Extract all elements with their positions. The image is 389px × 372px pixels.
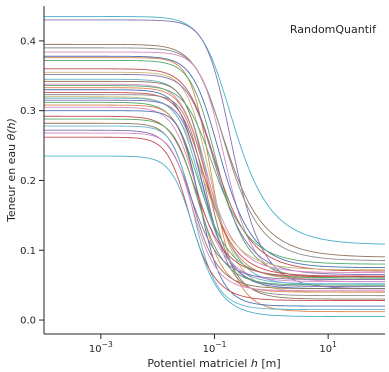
series-line-2 — [44, 19, 386, 289]
x-axis-label-text: Potentiel matriciel — [147, 357, 251, 370]
series-line-29 — [44, 122, 385, 290]
x-axis-label-variable: h — [251, 357, 258, 370]
series-line-30 — [44, 125, 385, 311]
series-line-18 — [44, 92, 385, 277]
series-line-15 — [44, 85, 386, 265]
x-axis-label: Potentiel matriciel h [m] — [147, 357, 280, 370]
series-line-27 — [44, 115, 385, 278]
series-line-34 — [44, 155, 385, 317]
x-axis-label-unit: [m] — [258, 357, 281, 370]
y-axis-label-variable: θ(h) — [5, 118, 18, 140]
series-line-28 — [44, 118, 385, 286]
series-line-1 — [44, 16, 386, 245]
x-tick-label: 10−3 — [89, 340, 113, 355]
y-tick-label: 0.2 — [20, 176, 36, 187]
y-axis-label-text: Teneur en eau — [5, 140, 18, 223]
y-tick-label: 0.1 — [20, 246, 36, 257]
series-line-14 — [44, 83, 386, 274]
y-tick-label: 0.0 — [20, 316, 36, 327]
series-line-13 — [44, 80, 385, 300]
series-line-11 — [44, 73, 386, 276]
series-line-20 — [44, 96, 385, 271]
series-line-25 — [44, 106, 385, 283]
series-line-31 — [44, 129, 385, 281]
chart-annotation: RandomQuantif — [290, 23, 377, 36]
series-line-24 — [44, 104, 385, 293]
x-tick-group: 10−3 10−1 101 — [89, 334, 337, 355]
x-tick-label: 101 — [319, 340, 337, 355]
series-line-9 — [44, 68, 386, 272]
series-line-33 — [44, 136, 385, 301]
series-line-21 — [44, 97, 385, 285]
series-line-6 — [44, 55, 386, 269]
series-line-22 — [44, 99, 385, 287]
y-tick-group: 0.0 0.1 0.2 0.3 0.4 — [20, 36, 44, 327]
y-tick-label: 0.4 — [20, 36, 36, 47]
y-tick-label: 0.3 — [20, 106, 36, 117]
series-line-26 — [44, 110, 385, 307]
series-line-5 — [44, 51, 386, 283]
curve-group — [44, 16, 386, 317]
x-tick-label: 10−1 — [203, 340, 227, 355]
y-axis-label: Teneur en eau θ(h) — [5, 118, 18, 223]
series-line-32 — [44, 132, 385, 292]
series-line-23 — [44, 101, 386, 279]
series-line-7 — [44, 57, 385, 313]
series-line-4 — [44, 47, 386, 261]
